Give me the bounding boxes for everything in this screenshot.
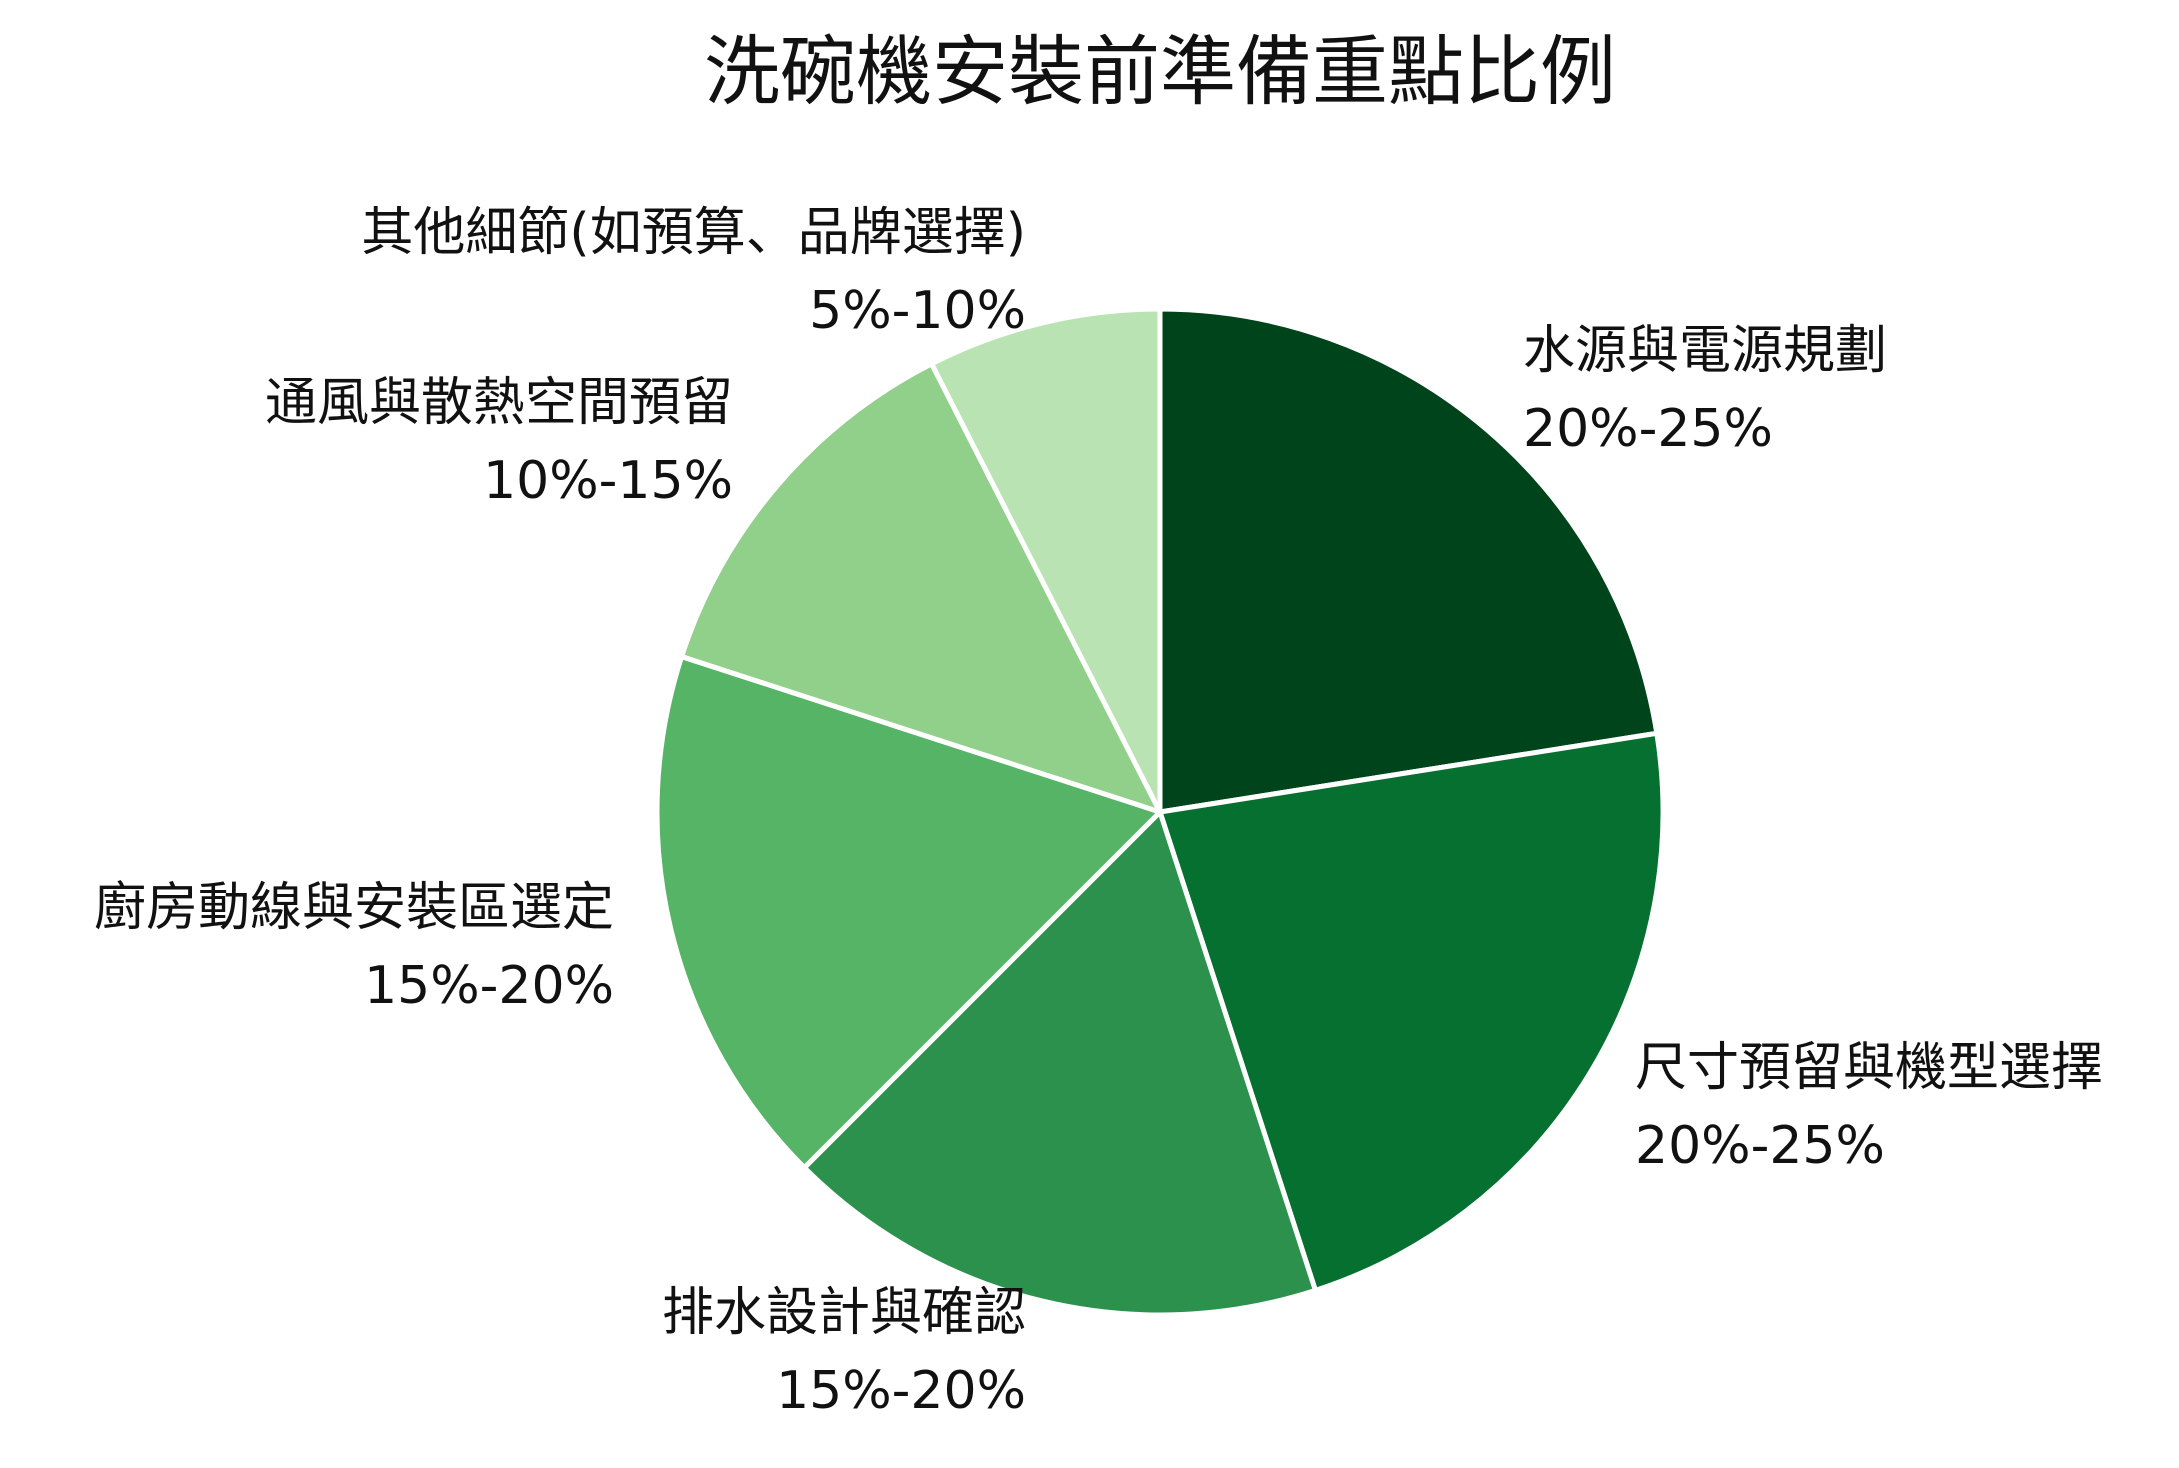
slice-label: 通風與散熱空間預留 — [265, 373, 733, 433]
pie-slice — [1157, 730, 1666, 1293]
pie-slice — [929, 306, 1163, 815]
slice-value-label: 20%-25% — [1523, 399, 1773, 459]
slice-label: 廚房動線與安裝區選定 — [94, 878, 614, 938]
slice-value-label: 10%-15% — [483, 451, 733, 511]
pie-slice — [801, 809, 1318, 1318]
slice-value-label: 5%-10% — [809, 281, 1026, 341]
pie-labels: 水源與電源規劃 20%-25% 尺寸預留與機型選擇 20%-25% 排水設計與確認 15%… — [94, 203, 2103, 1421]
pie-slices — [654, 306, 1666, 1318]
pie-slice — [679, 361, 1163, 815]
slice-label: 水源與電源規劃 — [1523, 321, 1887, 381]
slice-label: 排水設計與確認 — [662, 1283, 1026, 1343]
slice-label: 其他細節(如預算、品牌選擇) — [361, 203, 1026, 263]
pie-slice — [654, 654, 1163, 1171]
slice-value-label: 20%-25% — [1635, 1116, 1885, 1176]
slice-value-label: 15%-20% — [776, 1361, 1026, 1421]
chart-title: 洗碗機安裝前準備重點比例 — [704, 27, 1616, 116]
slice-value-label: 15%-20% — [364, 956, 614, 1016]
slice-label: 尺寸預留與機型選擇 — [1635, 1038, 2103, 1098]
pie-slice — [1157, 306, 1660, 815]
